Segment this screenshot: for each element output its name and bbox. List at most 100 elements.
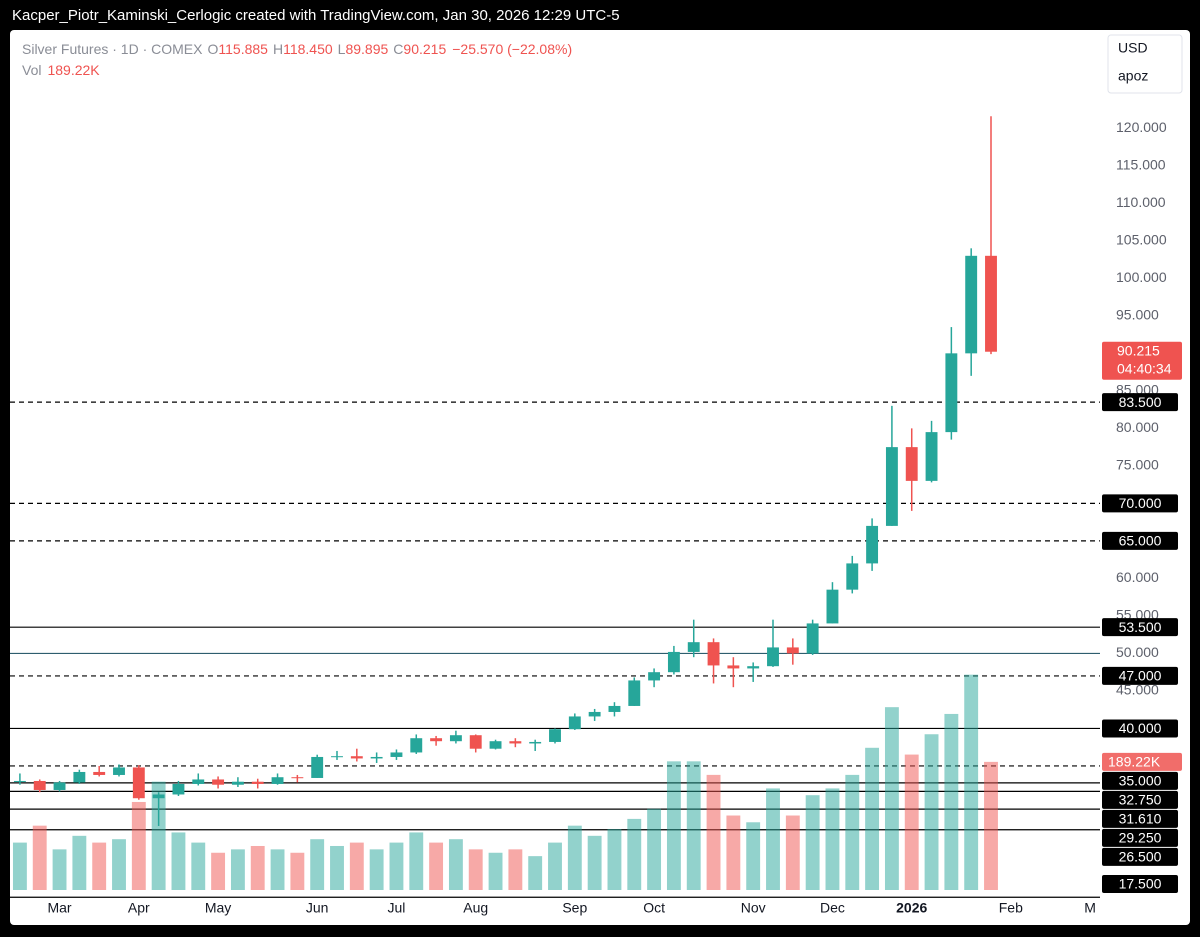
level-label: 29.250 [1119, 830, 1162, 846]
legend-item: 115.885 [218, 41, 268, 57]
candle-body [985, 255, 997, 352]
volume-bar [270, 849, 285, 890]
candle-body [846, 563, 859, 590]
candle-body [410, 738, 423, 753]
x-tick-label: Aug [463, 900, 488, 916]
level-label-box [1102, 790, 1178, 809]
y-tick-label: 45.000 [1116, 682, 1159, 698]
candle-body [687, 642, 700, 652]
volume-bar [290, 852, 305, 890]
level-label: 53.500 [1119, 619, 1162, 635]
x-tick-label: Jun [306, 900, 329, 916]
candle-body [172, 783, 185, 795]
candle-body [311, 756, 324, 778]
level-label-box [1102, 494, 1178, 513]
volume-bar [488, 852, 503, 890]
candle-body [390, 752, 403, 757]
volume-bar [448, 839, 463, 890]
volume-bar [924, 734, 939, 890]
candle-body [945, 353, 958, 433]
volume-bar [686, 761, 701, 890]
x-tick-label: Jul [388, 900, 406, 916]
y-tick-label: 105.000 [1116, 232, 1167, 248]
volume-bar [112, 839, 126, 890]
level-label-box [1102, 719, 1178, 738]
volume-bar [884, 707, 899, 890]
legend-item: 189.22K [47, 62, 100, 78]
volume-bar [607, 829, 622, 890]
level-label: 31.610 [1119, 811, 1162, 827]
x-tick-label: Sep [562, 900, 587, 916]
level-label: 70.000 [1119, 495, 1162, 511]
candle-body [251, 781, 264, 784]
candle-body [192, 779, 205, 784]
level-label: 32.750 [1119, 792, 1162, 808]
legend-item: H [273, 41, 283, 57]
volume-bar [409, 832, 424, 890]
candle-body [113, 767, 125, 775]
volume-bar [964, 674, 979, 890]
x-tick-label: M [1084, 900, 1096, 916]
candle-body [449, 735, 462, 742]
user: apoz [1118, 68, 1148, 84]
candle-body [53, 782, 66, 790]
x-tick-label: Dec [820, 900, 845, 916]
volume-bar [330, 845, 344, 890]
legend-item: L [338, 41, 346, 57]
candle-body [965, 255, 978, 354]
candle-body [767, 647, 779, 667]
volume-bar [746, 822, 761, 890]
volume-bar [706, 774, 721, 890]
legend-item: Silver Futures · 1D · COMEX [22, 41, 203, 57]
candle-body [370, 756, 383, 759]
candle-body [212, 779, 225, 785]
volume-bar [468, 849, 483, 890]
candle-body [727, 665, 740, 669]
x-tick-label: Nov [741, 900, 766, 916]
last-price-box [1102, 341, 1182, 380]
x-tick-label: 2026 [896, 900, 927, 916]
candle-body [885, 447, 898, 526]
level-label: 17.500 [1119, 876, 1162, 892]
legend-item: O [207, 41, 218, 57]
x-tick-label: Apr [128, 900, 150, 916]
level-label-box [1102, 828, 1178, 847]
volume-bar [131, 801, 146, 890]
candle-body [271, 777, 284, 784]
level-label: 83.500 [1119, 394, 1162, 410]
volume-bar [171, 832, 186, 890]
y-tick-label: 115.000 [1116, 156, 1166, 172]
candle-body [291, 777, 304, 779]
volume-bar [865, 747, 880, 890]
candle-body [747, 666, 760, 669]
y-tick-label: 120.000 [1116, 119, 1167, 135]
level-label-box [1102, 875, 1178, 893]
level-label-box [1102, 847, 1178, 866]
level-label: 65.000 [1119, 533, 1162, 549]
legend-item: 89.895 [345, 41, 388, 57]
y-tick-label: 60.000 [1116, 569, 1159, 585]
level-label: 47.000 [1119, 668, 1162, 684]
currency: USD [1118, 40, 1148, 56]
volume-bar [52, 849, 67, 890]
volume-bar [389, 842, 404, 890]
volume-bar [825, 788, 840, 890]
x-tick-label: May [205, 900, 231, 916]
volume-bar [12, 842, 27, 890]
volume-bar [230, 849, 245, 890]
candle-body [568, 716, 581, 730]
level-label-box [1102, 531, 1178, 550]
candle-body [667, 651, 680, 673]
header-title: Kacper_Piotr_Kaminski_Cerlogic created w… [12, 7, 620, 24]
volume-label: 189.22K [1108, 754, 1161, 770]
volume-bar [726, 815, 741, 890]
level-label: 35.000 [1119, 773, 1162, 789]
y-tick-label: 80.000 [1116, 419, 1159, 435]
legend-item: −25.570 (−22.08%) [452, 41, 572, 57]
volume-bar [944, 713, 959, 890]
candle-body [549, 729, 561, 742]
candle-body [806, 623, 819, 654]
level-label: 26.500 [1119, 849, 1162, 865]
volume-bar [72, 835, 87, 890]
chart-panel [10, 30, 1190, 925]
